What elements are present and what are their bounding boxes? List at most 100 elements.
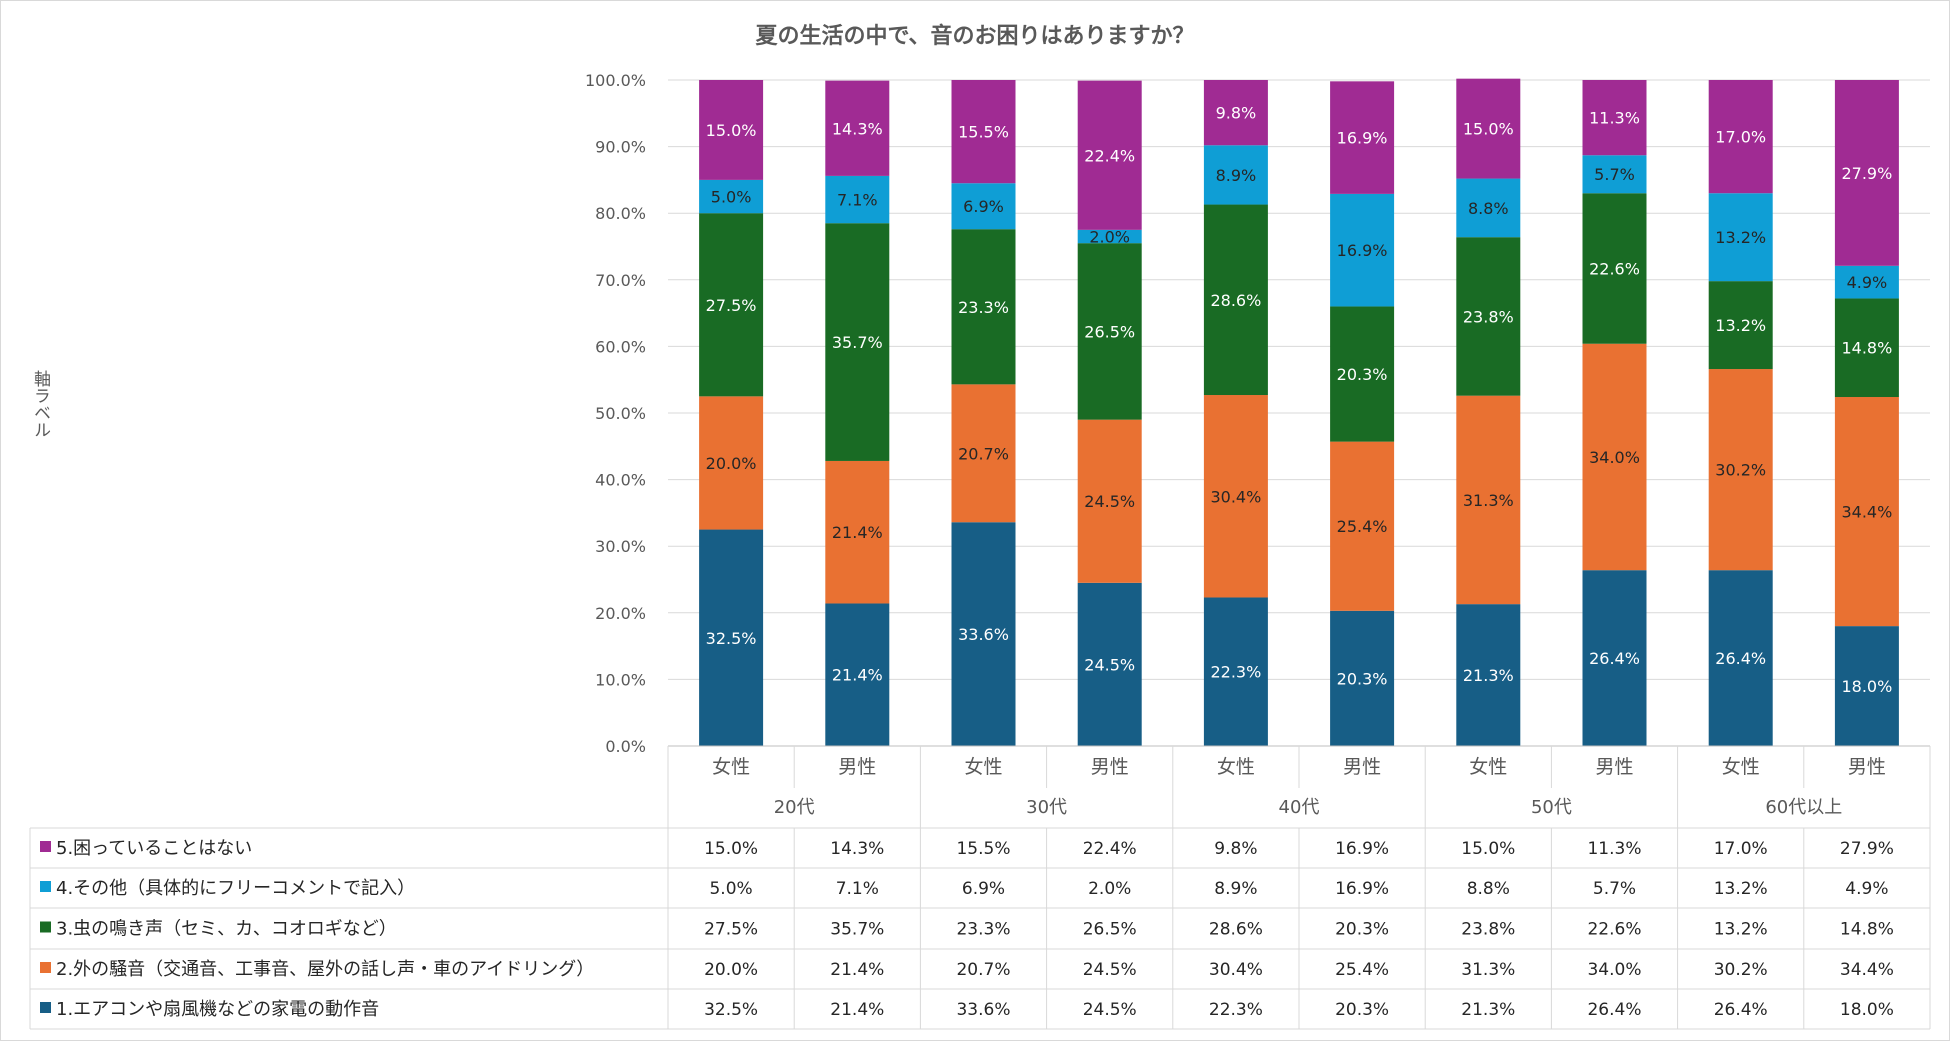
table-cell: 18.0%	[1840, 1000, 1894, 1020]
table-cell: 15.0%	[704, 839, 758, 859]
bar-segment	[1834, 298, 1899, 398]
bar-segment	[1077, 582, 1142, 746]
data-label: 2.0%	[1089, 228, 1130, 247]
table-cell: 23.8%	[1461, 920, 1515, 940]
bar-segment	[1330, 441, 1395, 611]
y-tick-label: 100.0%	[585, 71, 646, 90]
bar-segment	[699, 179, 764, 214]
table-cell: 14.8%	[1840, 920, 1894, 940]
bar-segment	[951, 80, 1016, 184]
table-cell: 31.3%	[1461, 960, 1515, 980]
x-group-label: 60代以上	[1765, 797, 1842, 818]
table-cell: 30.2%	[1714, 960, 1768, 980]
table-cell: 34.4%	[1840, 960, 1894, 980]
data-label: 6.9%	[963, 197, 1004, 216]
table-cell: 13.2%	[1714, 879, 1768, 899]
x-category-label: 女性	[1722, 756, 1760, 778]
legend-swatch	[40, 962, 51, 973]
y-tick-label: 60.0%	[595, 337, 646, 356]
data-label: 20.3%	[1337, 669, 1388, 688]
x-category-label: 女性	[1217, 756, 1255, 778]
y-tick-label: 80.0%	[595, 204, 646, 223]
legend-swatch	[40, 841, 51, 852]
y-tick-label: 90.0%	[595, 138, 646, 157]
table-cell: 26.4%	[1714, 1000, 1768, 1020]
bar-segment	[1582, 570, 1647, 746]
x-category-label: 男性	[1595, 756, 1633, 778]
bar-segment	[1708, 281, 1773, 370]
table-cell: 34.0%	[1587, 960, 1641, 980]
table-row-label: 5.困っていることはない	[56, 838, 252, 859]
data-label: 7.1%	[837, 191, 878, 210]
data-label: 26.4%	[1589, 649, 1640, 668]
bar-segment	[1708, 369, 1773, 571]
bar-segment	[1582, 343, 1647, 571]
data-label: 18.0%	[1841, 677, 1892, 696]
data-label: 15.0%	[706, 121, 757, 140]
table-cell: 21.4%	[830, 1000, 884, 1020]
bar-segment	[1203, 80, 1268, 146]
bar-segment	[1330, 81, 1395, 194]
x-category-label: 男性	[1848, 756, 1886, 778]
bar-segment	[1834, 265, 1899, 299]
data-label: 26.4%	[1715, 649, 1766, 668]
table-cell: 33.6%	[956, 1000, 1010, 1020]
bar-segment	[951, 229, 1016, 385]
table-cell: 20.3%	[1335, 920, 1389, 940]
table-cell: 5.0%	[709, 879, 752, 899]
data-label: 21.4%	[832, 523, 883, 542]
bar-segment	[825, 175, 890, 224]
data-label: 22.3%	[1210, 663, 1261, 682]
table-row-label: 4.その他（具体的にフリーコメントで記入）	[56, 878, 415, 899]
bar-segment	[1077, 80, 1142, 230]
y-tick-label: 40.0%	[595, 471, 646, 490]
table-cell: 11.3%	[1587, 839, 1641, 859]
table-cell: 8.9%	[1214, 879, 1257, 899]
table-cell: 23.3%	[956, 920, 1010, 940]
data-label: 16.9%	[1337, 129, 1388, 148]
table-cell: 8.8%	[1467, 879, 1510, 899]
data-label: 20.3%	[1337, 365, 1388, 384]
bar-segment	[1203, 145, 1268, 205]
bar-segment	[1708, 193, 1773, 282]
data-label: 32.5%	[706, 629, 757, 648]
legend-swatch	[40, 921, 51, 933]
legend-swatch	[40, 1002, 51, 1013]
table-cell: 30.4%	[1209, 960, 1263, 980]
data-label: 21.3%	[1463, 666, 1514, 685]
bar-segment	[1708, 80, 1773, 194]
y-axis-label: 軸ラベル	[30, 370, 50, 438]
bar-segment	[699, 80, 764, 180]
x-group-label: 40代	[1279, 797, 1320, 818]
table-row-label: 1.エアコンや扇風機などの家電の動作音	[56, 999, 379, 1020]
table-cell: 24.5%	[1083, 1000, 1137, 1020]
table-cell: 9.8%	[1214, 839, 1257, 859]
bar-segment	[699, 396, 764, 530]
table-cell: 32.5%	[704, 1000, 758, 1020]
bar-segment	[1330, 193, 1395, 307]
x-category-label: 女性	[1469, 756, 1507, 778]
data-label: 5.7%	[1594, 165, 1635, 184]
data-label: 13.2%	[1715, 228, 1766, 247]
x-category-label: 男性	[838, 756, 876, 778]
table-cell: 26.5%	[1083, 920, 1137, 940]
data-label: 16.9%	[1337, 241, 1388, 260]
data-label: 5.0%	[711, 188, 752, 207]
y-tick-label: 30.0%	[595, 537, 646, 556]
data-label: 33.6%	[958, 625, 1009, 644]
bar-segment	[1456, 178, 1521, 238]
bar-segment	[1582, 155, 1647, 194]
bar-segment	[1077, 243, 1142, 420]
x-group-label: 30代	[1026, 797, 1067, 818]
data-label: 30.4%	[1210, 487, 1261, 506]
data-label: 14.8%	[1841, 339, 1892, 358]
bar-segment	[1834, 397, 1899, 627]
data-label: 15.5%	[958, 123, 1009, 142]
table-cell: 27.9%	[1840, 839, 1894, 859]
table-cell: 21.4%	[830, 960, 884, 980]
bar-segment	[1834, 80, 1899, 266]
data-label: 4.9%	[1847, 273, 1888, 292]
table-cell: 2.0%	[1088, 879, 1131, 899]
chart-title: 夏の生活の中で、音のお困りはありますか？	[755, 24, 1195, 49]
